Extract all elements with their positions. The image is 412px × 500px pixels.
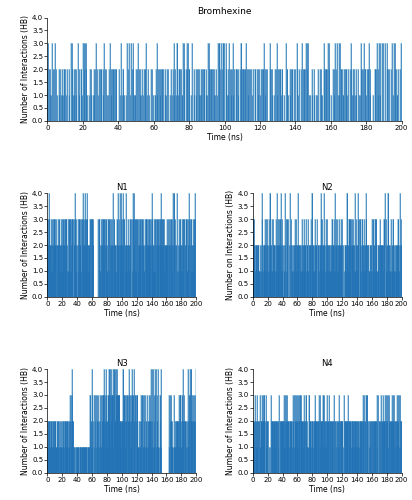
Title: N3: N3 [116,358,128,368]
Y-axis label: Number of Interactions (HB): Number of Interactions (HB) [21,191,30,299]
Title: Bromhexine: Bromhexine [197,7,252,16]
X-axis label: Time (ns): Time (ns) [309,309,345,318]
Y-axis label: Number on Interactions (HB): Number on Interactions (HB) [226,190,235,300]
Y-axis label: Number of Interactions (HB): Number of Interactions (HB) [21,367,30,475]
X-axis label: Time (ns): Time (ns) [104,309,140,318]
X-axis label: Time (ns): Time (ns) [206,133,243,142]
Title: N1: N1 [116,183,128,192]
X-axis label: Time (ns): Time (ns) [309,484,345,494]
X-axis label: Time (ns): Time (ns) [104,484,140,494]
Title: N4: N4 [321,358,333,368]
Title: N2: N2 [321,183,333,192]
Y-axis label: Number of Interactions (HB): Number of Interactions (HB) [21,15,30,123]
Y-axis label: Number of Interactions (HB): Number of Interactions (HB) [226,367,235,475]
